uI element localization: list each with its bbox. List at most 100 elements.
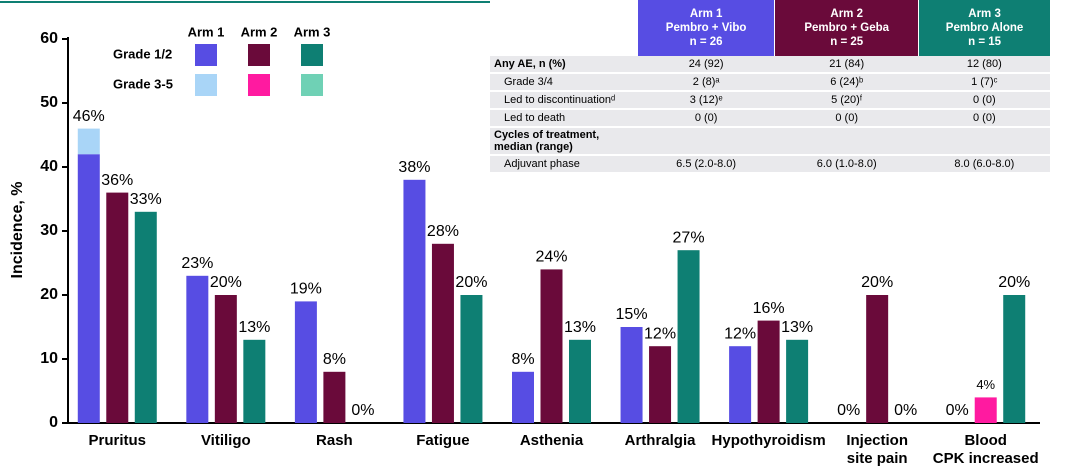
bar xyxy=(134,211,157,423)
y-tick-label: 30 xyxy=(40,222,58,239)
bar xyxy=(677,250,700,423)
text-line: n = 25 xyxy=(830,36,864,48)
bar xyxy=(569,339,591,423)
table-cell: 0 (0) xyxy=(918,91,1050,110)
value-label: 8% xyxy=(511,351,534,368)
bar xyxy=(186,275,209,423)
table-cell: 0 (0) xyxy=(918,109,1050,128)
legend-swatch xyxy=(248,44,270,66)
legend-arm: Arm 2 xyxy=(241,24,278,39)
table-cell: 0 (0) xyxy=(774,109,919,128)
bar xyxy=(1003,295,1026,423)
value-label: 0% xyxy=(837,402,860,419)
value-label: 15% xyxy=(616,306,648,323)
text-line: Adjuvant phase xyxy=(504,158,580,170)
text-line: n = 26 xyxy=(689,36,723,48)
value-label: 36% xyxy=(101,172,133,189)
table-cell: 6 (24)ᵇ xyxy=(774,73,919,92)
value-label: 4% xyxy=(976,377,995,392)
legend-swatch xyxy=(248,74,270,96)
legend-swatch xyxy=(301,74,323,96)
table-cell: 5 (20)ᶠ xyxy=(774,91,919,110)
value-label: 0% xyxy=(894,402,917,419)
table-cell: 6.0 (1.0-8.0) xyxy=(774,155,919,174)
header-row: Arm 1 Pembro + Vibo n = 26 Arm 2 Pembro + Ge… xyxy=(490,0,1050,56)
x-tick-label: Blood xyxy=(964,432,1007,449)
legend-grade: Grade 1/2 xyxy=(113,46,172,61)
text-line: Led to death xyxy=(504,112,566,124)
table-row: Grade 3/4 2 (8)ᵃ 6 (24)ᵇ 1 (7)ᶜ xyxy=(490,73,1050,92)
y-tick-label: 10 xyxy=(40,350,58,367)
bar xyxy=(729,346,752,423)
y-tick-label: 50 xyxy=(40,94,58,111)
legend-grade: Grade 3-5 xyxy=(113,76,173,91)
bar xyxy=(77,154,100,423)
x-tick-label: Asthenia xyxy=(520,432,584,449)
x-tick-label: Fatigue xyxy=(416,432,469,449)
bar xyxy=(403,179,426,423)
value-label: 8% xyxy=(323,351,346,368)
table-row: Led to discontinuationᵈ 3 (12)ᵉ 5 (20)ᶠ 0 (… xyxy=(490,91,1050,110)
x-tick-label: CPK increased xyxy=(933,450,1039,467)
row-label: Led to death xyxy=(490,109,638,128)
value-label: 20% xyxy=(455,274,487,291)
bar xyxy=(540,269,563,423)
table-cell: 8.0 (6.0-8.0) xyxy=(918,155,1050,174)
y-tick-label: 0 xyxy=(49,414,58,431)
legend-swatch xyxy=(301,44,323,66)
table-cell: 6.5 (2.0-8.0) xyxy=(637,155,775,174)
text-line: Pembro + Vibo xyxy=(665,22,747,34)
text-line: Grade 3/4 xyxy=(504,76,553,88)
value-label: 20% xyxy=(998,274,1030,291)
table-cell: 2 (8)ᵃ xyxy=(637,73,775,92)
value-label: 0% xyxy=(351,402,374,419)
column-header: Arm 2 Pembro + Geba n = 25 xyxy=(774,0,919,56)
column-header: Arm 3 Pembro Alone n = 15 xyxy=(918,0,1050,56)
x-tick-label: Injection xyxy=(846,432,908,449)
value-label: 12% xyxy=(724,325,756,342)
text-line: Led to discontinuationᵈ xyxy=(504,94,616,106)
y-tick-label: 20 xyxy=(40,286,58,303)
value-label: 24% xyxy=(535,249,567,266)
bar xyxy=(866,295,889,423)
table-cell: 24 (92) xyxy=(637,56,775,74)
bar xyxy=(323,371,346,423)
text-line: Arm 1 xyxy=(689,8,723,20)
x-tick-label: Pruritus xyxy=(89,432,147,449)
text-line: median (range) xyxy=(494,141,573,153)
value-label: 16% xyxy=(753,300,785,317)
ae-table: Arm 1 Pembro + Vibo n = 26 Arm 2 Pembro + Ge… xyxy=(490,0,1050,174)
row-label: Cycles of treatment, median (range) xyxy=(490,127,638,156)
bar xyxy=(214,295,237,423)
bar xyxy=(649,346,672,423)
legend-arm: Arm 3 xyxy=(294,24,331,39)
table-cell: 0 (0) xyxy=(637,109,775,128)
value-label: 13% xyxy=(564,319,596,336)
text-line: Pembro + Geba xyxy=(804,22,890,34)
text-line: Cycles of treatment, xyxy=(494,129,600,141)
bar xyxy=(620,327,643,423)
text-line: Any AE, n (%) xyxy=(494,58,566,70)
x-tick-label: site pain xyxy=(847,450,908,467)
table-row: Adjuvant phase 6.5 (2.0-8.0) 6.0 (1.0-8.0)… xyxy=(490,155,1050,174)
value-label: 19% xyxy=(290,281,322,298)
y-tick-label: 60 xyxy=(40,30,58,47)
row-label: Adjuvant phase xyxy=(490,155,638,174)
row-label: Any AE, n (%) xyxy=(490,56,638,74)
text-line: n = 15 xyxy=(968,36,1002,48)
legend-arm: Arm 1 xyxy=(188,24,225,39)
table-row: Cycles of treatment, median (range) xyxy=(490,127,1050,156)
text-line: Arm 2 xyxy=(830,8,863,20)
value-label: 38% xyxy=(398,159,430,176)
x-tick-label: Vitiligo xyxy=(201,432,251,449)
bar xyxy=(974,397,997,423)
table-cell: 3 (12)ᵉ xyxy=(637,91,775,110)
table-row: Led to death 0 (0) 0 (0) 0 (0) xyxy=(490,109,1050,128)
x-tick-label: Rash xyxy=(316,432,353,449)
x-tick-label: Hypothyroidism xyxy=(712,432,826,449)
row-label: Grade 3/4 xyxy=(490,73,638,92)
bar xyxy=(460,295,483,423)
value-label: 12% xyxy=(644,325,676,342)
